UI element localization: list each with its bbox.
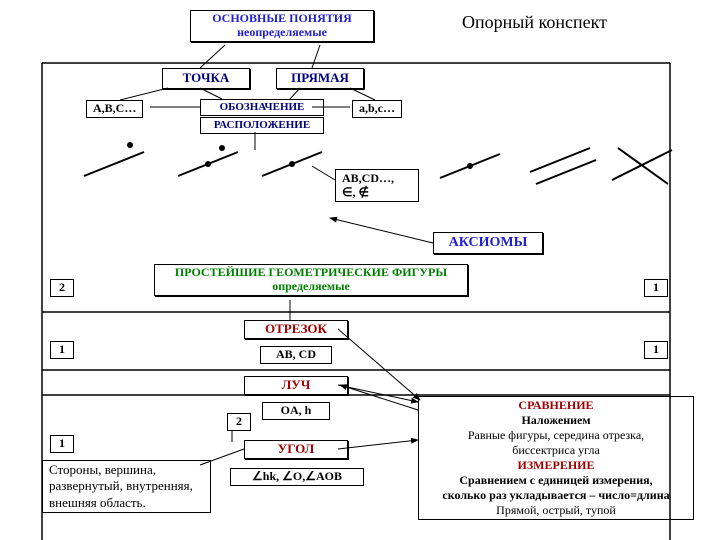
right-box: СРАВНЕНИЕ Наложением Равные фигуры, сере… — [418, 396, 694, 520]
line-box: ПРЯМАЯ — [276, 68, 364, 89]
top-main-l2: неопределяемые — [197, 26, 367, 40]
ln-l2: развернутый, внутренняя, — [49, 478, 204, 494]
ray-box: ЛУЧ — [244, 376, 348, 395]
rb-t7: сколько раз укладывается – число=длина — [425, 488, 687, 503]
segment-box: ОТРЕЗОК — [244, 320, 348, 339]
num-2-mid: 2 — [227, 413, 251, 431]
angle-box: УГОЛ — [244, 440, 348, 459]
axioms-box: АКСИОМЫ — [433, 232, 543, 254]
rb-t5: ИЗМЕРЕНИЕ — [425, 458, 687, 473]
abc-lower-text: a,b,c… — [359, 101, 395, 115]
incid-l2: ∈, ∉ — [342, 185, 412, 199]
top-main-box: ОСНОВНЫЕ ПОНЯТИЯ неопределяемые — [190, 10, 374, 42]
mid-header: ПРОСТЕЙШИЕ ГЕОМЕТРИЧЕСКИЕ ФИГУРЫ определ… — [154, 264, 468, 296]
top-main-l1: ОСНОВНЫЕ ПОНЯТИЯ — [197, 12, 367, 26]
num-2-left: 2 — [50, 279, 74, 297]
mid-header-l1: ПРОСТЕЙШИЕ ГЕОМЕТРИЧЕСКИЕ ФИГУРЫ — [161, 266, 461, 280]
ray-not: OA, h — [262, 402, 330, 420]
segment-not: AB, CD — [260, 346, 332, 364]
rasp-box: РАСПОЛОЖЕНИЕ — [200, 117, 324, 134]
oboz-box: ОБОЗНАЧЕНИЕ — [200, 99, 324, 116]
abc-lower: a,b,c… — [352, 100, 402, 118]
ln-l3: внешняя область. — [49, 495, 204, 511]
incid-l1: AB,CD…, — [342, 171, 412, 185]
num-1-right-a: 1 — [644, 279, 668, 297]
rb-t6: Сравнением с единицей измерения, — [425, 473, 687, 488]
ln-l1: Стороны, вершина, — [49, 462, 204, 478]
rb-t8: Прямой, острый, тупой — [425, 503, 687, 518]
angle-not: ∠hk, ∠O,∠AOB — [230, 468, 364, 486]
mid-header-l2: определяемые — [161, 280, 461, 294]
abc-upper: A,B,C… — [86, 100, 143, 118]
left-note: Стороны, вершина, развернутый, внутрення… — [42, 460, 211, 513]
abc-upper-text: A,B,C… — [93, 101, 136, 115]
num-1-left-b: 1 — [50, 435, 74, 453]
page-title: Опорный конспект — [462, 12, 607, 33]
point-box: ТОЧКА — [162, 68, 250, 89]
rb-t1: СРАВНЕНИЕ — [425, 398, 687, 413]
num-1-left-a: 1 — [50, 341, 74, 359]
rb-t3: Равные фигуры, середина отрезка, — [425, 428, 687, 443]
rb-t4: биссектриса угла — [425, 443, 687, 458]
rb-t2: Наложением — [425, 413, 687, 428]
num-1-right-b: 1 — [644, 341, 668, 359]
incidence-box: AB,CD…, ∈, ∉ — [335, 169, 419, 202]
